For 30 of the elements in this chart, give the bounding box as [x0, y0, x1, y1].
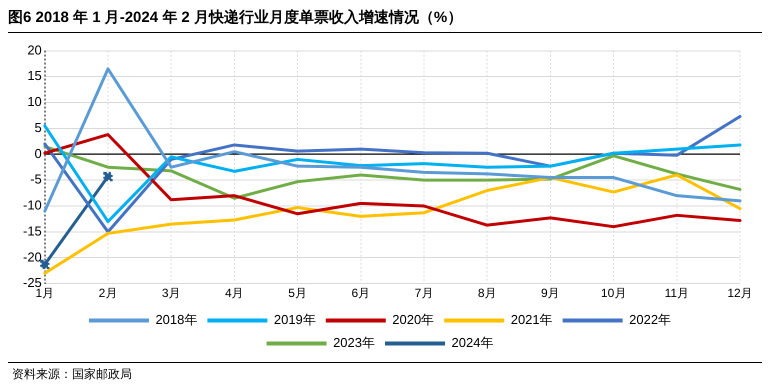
y-tick-label: -10 [22, 198, 42, 213]
x-tick-label: 11月 [664, 286, 690, 300]
y-tick-label: -20 [22, 249, 42, 264]
y-tick-label: -5 [30, 172, 42, 187]
x-tick-label: 5月 [288, 286, 307, 300]
legend-label: 2020年 [392, 312, 434, 328]
x-tick-label: 4月 [225, 286, 244, 300]
legend-label: 2024年 [452, 335, 494, 350]
legend-label: 2022年 [629, 312, 672, 328]
x-tick-label: 9月 [541, 286, 560, 300]
legend-label: 2021年 [510, 312, 553, 328]
x-tick-label: 10月 [600, 286, 626, 300]
y-tick-label: -15 [22, 223, 42, 238]
x-tick-label: 3月 [162, 286, 181, 300]
x-tick-label: 1月 [35, 286, 54, 300]
x-tick-label: 2月 [98, 286, 118, 300]
legend-label: 2019年 [274, 312, 316, 328]
legend-label: 2023年 [333, 335, 375, 350]
x-tick-label: 7月 [414, 286, 434, 300]
y-tick-label: 15 [27, 68, 42, 84]
y-tick-label: 20 [27, 42, 42, 58]
x-tick-label: 8月 [478, 286, 497, 300]
chart-title: 图6 2018 年 1 月-2024 年 2 月快递行业月度单票收入增速情况（%） [8, 8, 462, 27]
legend-label: 2018年 [155, 312, 198, 328]
y-tick-label: 0 [34, 146, 42, 161]
y-tick-label: 10 [27, 94, 42, 110]
x-tick-label: 6月 [351, 286, 370, 300]
x-tick-label: 12月 [727, 286, 753, 300]
y-tick-label: 5 [34, 120, 42, 135]
text: 资料来源：国家邮政局 [12, 366, 132, 383]
